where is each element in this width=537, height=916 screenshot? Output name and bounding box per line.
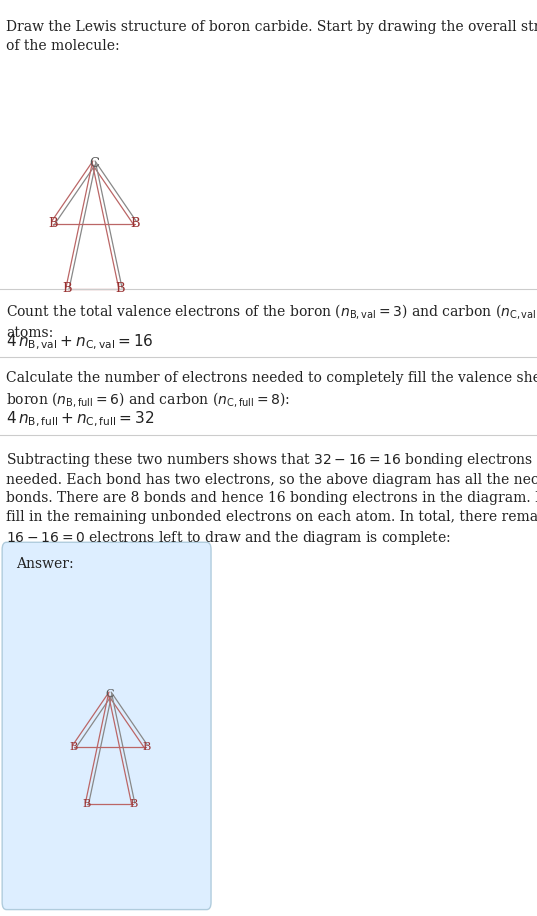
- Text: B: B: [142, 742, 150, 752]
- Text: Count the total valence electrons of the boron ($n_{\mathrm{B,val}} = 3$) and ca: Count the total valence electrons of the…: [6, 302, 537, 340]
- Text: C: C: [106, 689, 114, 699]
- Text: Answer:: Answer:: [16, 557, 74, 571]
- FancyBboxPatch shape: [2, 542, 211, 910]
- Text: B: B: [130, 217, 140, 230]
- Text: B: B: [63, 282, 72, 296]
- Text: C: C: [89, 157, 99, 169]
- Text: B: B: [70, 742, 78, 752]
- Text: B: B: [116, 282, 125, 296]
- Text: Draw the Lewis structure of boron carbide. Start by drawing the overall structur: Draw the Lewis structure of boron carbid…: [6, 20, 537, 52]
- Text: B: B: [48, 217, 57, 230]
- Text: B: B: [83, 799, 91, 809]
- Text: Subtracting these two numbers shows that $32 - 16 = 16$ bonding electrons are
ne: Subtracting these two numbers shows that…: [6, 451, 537, 547]
- Text: $4\,n_{\mathrm{B,full}} + n_{\mathrm{C,full}} = 32$: $4\,n_{\mathrm{B,full}} + n_{\mathrm{C,f…: [6, 409, 155, 429]
- Text: Calculate the number of electrons needed to completely fill the valence shells f: Calculate the number of electrons needed…: [6, 371, 537, 409]
- Text: B: B: [129, 799, 137, 809]
- Text: $4\,n_{\mathrm{B,val}} + n_{\mathrm{C,val}} = 16$: $4\,n_{\mathrm{B,val}} + n_{\mathrm{C,va…: [6, 333, 154, 352]
